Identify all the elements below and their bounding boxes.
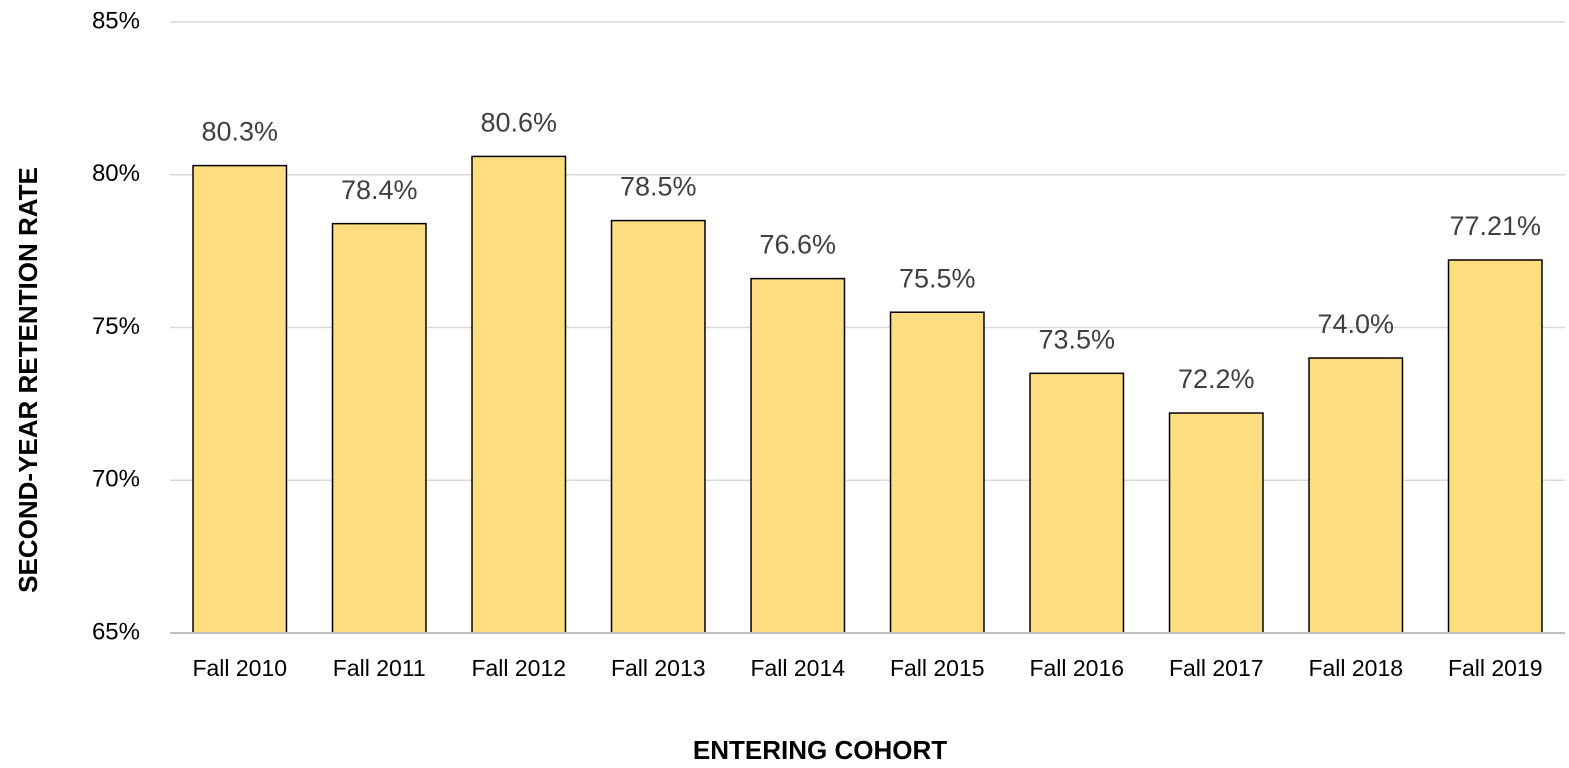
y-tick-label: 70% [92, 466, 140, 493]
bar [1029, 372, 1125, 634]
x-tick-label: Fall 2013 [611, 655, 706, 681]
bar [1308, 357, 1404, 634]
x-axis-title: ENTERING COHORT [693, 735, 947, 765]
x-tick-label: Fall 2019 [1448, 655, 1543, 681]
y-tick-label: 65% [92, 618, 140, 645]
bar [471, 155, 567, 634]
y-tick-label: 85% [92, 7, 140, 34]
value-label: 75.5% [899, 263, 976, 293]
value-label: 73.5% [1038, 324, 1115, 354]
bar [610, 219, 706, 634]
y-axis-title: SECOND-YEAR RETENTION RATE [13, 167, 43, 593]
value-label: 74.0% [1317, 309, 1394, 339]
value-label: 76.6% [759, 230, 836, 260]
value-label: 72.2% [1178, 364, 1255, 394]
value-label: 77.21% [1449, 211, 1541, 241]
x-tick-label: Fall 2017 [1169, 655, 1264, 681]
x-tick-label: Fall 2011 [333, 655, 426, 681]
bar [192, 164, 288, 634]
y-tick-label: 75% [92, 313, 140, 340]
bar [1447, 259, 1543, 634]
bar [889, 311, 985, 634]
x-tick-label: Fall 2016 [1029, 655, 1124, 681]
x-tick-label: Fall 2012 [471, 655, 566, 681]
bar [1168, 412, 1264, 634]
x-tick-label: Fall 2018 [1308, 655, 1403, 681]
value-label: 78.4% [341, 175, 418, 205]
value-label: 78.5% [620, 172, 697, 202]
value-label: 80.6% [480, 108, 557, 138]
y-tick-label: 80% [92, 160, 140, 187]
bar [331, 222, 427, 634]
value-label: 80.3% [201, 117, 278, 147]
bar [750, 277, 846, 634]
x-tick-label: Fall 2015 [890, 655, 985, 681]
x-tick-label: Fall 2014 [750, 655, 845, 681]
x-tick-label: Fall 2010 [192, 655, 287, 681]
